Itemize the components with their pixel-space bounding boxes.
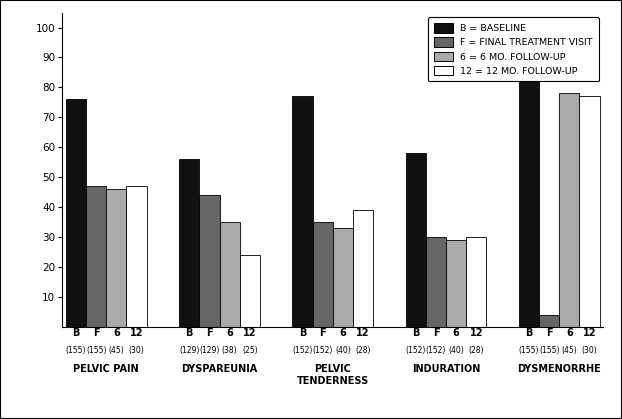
Bar	[239, 255, 260, 327]
Legend: B = BASELINE, F = FINAL TREATMENT VISIT, 6 = 6 MO. FOLLOW-UP, 12 = 12 MO. FOLLOW: B = BASELINE, F = FINAL TREATMENT VISIT,…	[429, 17, 598, 81]
Bar	[86, 186, 106, 327]
Text: DYSMENORRHE: DYSMENORRHE	[518, 364, 601, 374]
Bar	[106, 189, 126, 327]
Text: (155): (155)	[519, 346, 539, 355]
Text: (155): (155)	[66, 346, 86, 355]
Text: (152): (152)	[406, 346, 426, 355]
Bar	[559, 93, 580, 327]
Bar	[519, 63, 539, 327]
Text: (129): (129)	[179, 346, 200, 355]
Text: (45): (45)	[562, 346, 577, 355]
Text: (45): (45)	[108, 346, 124, 355]
Bar	[580, 96, 600, 327]
Text: (25): (25)	[242, 346, 258, 355]
Text: (40): (40)	[448, 346, 464, 355]
Bar	[66, 99, 86, 327]
Bar	[466, 237, 486, 327]
Bar	[200, 195, 220, 327]
Text: INDURATION: INDURATION	[412, 364, 480, 374]
Text: (129): (129)	[199, 346, 220, 355]
Text: DYSPAREUNIA: DYSPAREUNIA	[182, 364, 258, 374]
Text: (30): (30)	[582, 346, 597, 355]
Bar	[539, 315, 559, 327]
Text: (40): (40)	[335, 346, 351, 355]
Bar	[333, 228, 353, 327]
Bar	[179, 159, 200, 327]
Text: PELVIC PAIN: PELVIC PAIN	[73, 364, 139, 374]
Text: (28): (28)	[468, 346, 484, 355]
Text: (30): (30)	[129, 346, 144, 355]
Bar	[313, 222, 333, 327]
Text: (152): (152)	[426, 346, 446, 355]
Bar	[406, 153, 426, 327]
Text: (38): (38)	[222, 346, 238, 355]
Bar	[220, 222, 239, 327]
Bar	[446, 240, 466, 327]
Text: (152): (152)	[292, 346, 313, 355]
Text: PELVIC
TENDERNESS: PELVIC TENDERNESS	[297, 364, 369, 386]
Text: (155): (155)	[539, 346, 559, 355]
Bar	[426, 237, 446, 327]
Bar	[292, 96, 313, 327]
Text: (155): (155)	[86, 346, 106, 355]
Bar	[126, 186, 147, 327]
Bar	[353, 210, 373, 327]
Text: (28): (28)	[355, 346, 371, 355]
Text: (152): (152)	[312, 346, 333, 355]
